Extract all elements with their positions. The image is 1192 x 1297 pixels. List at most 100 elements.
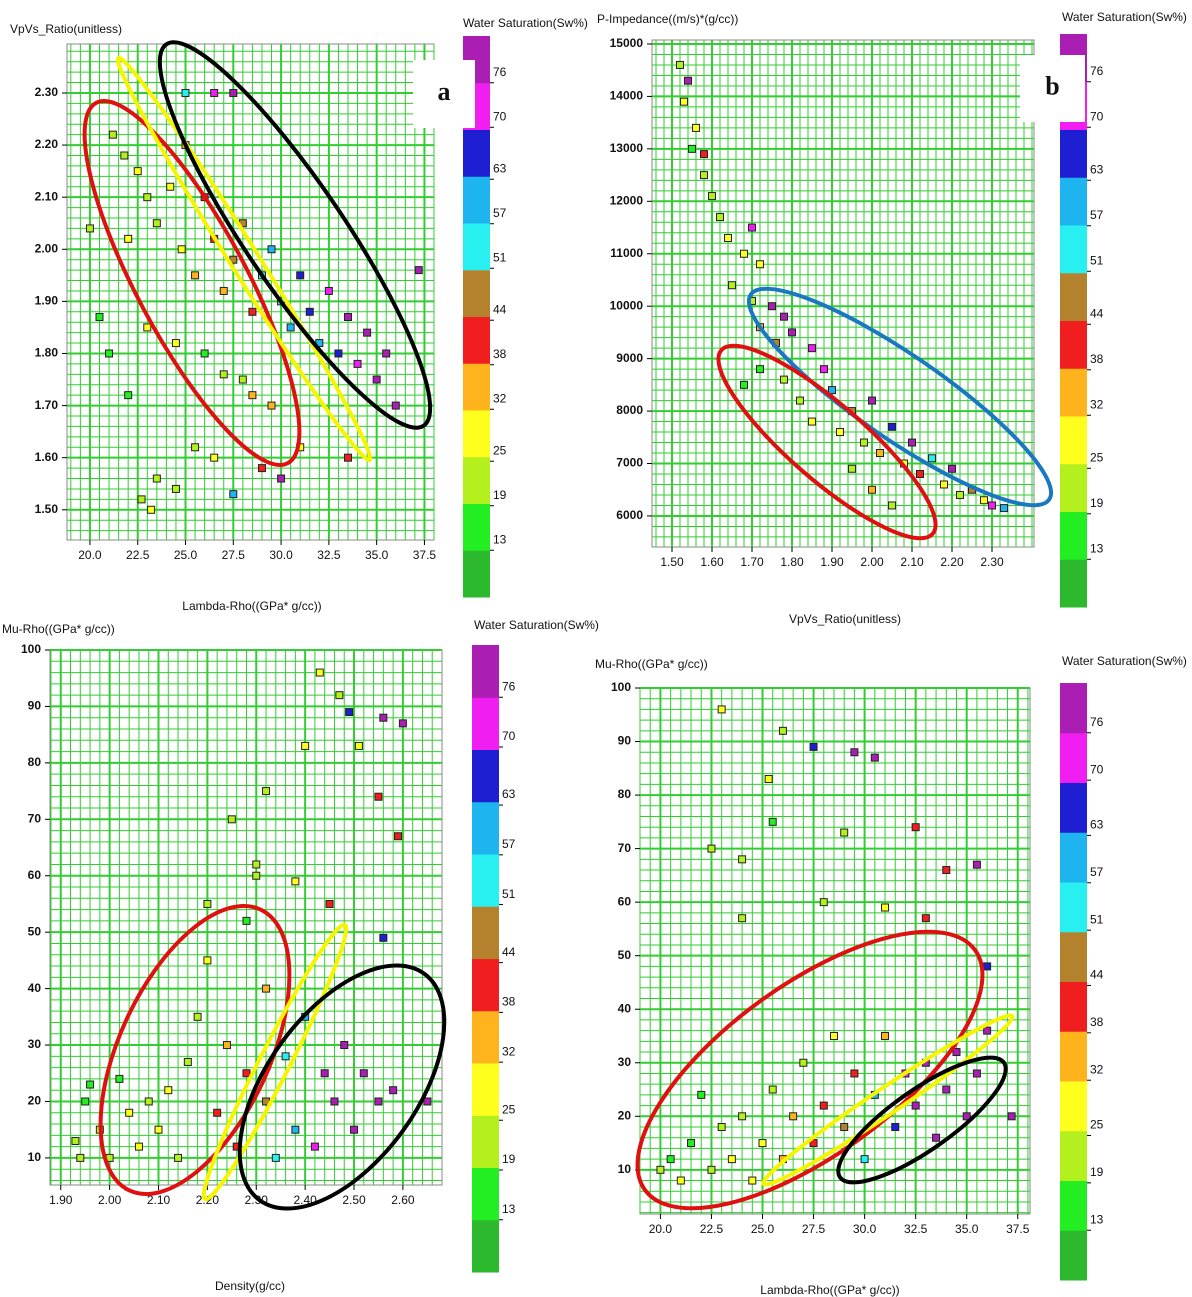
point — [345, 708, 354, 717]
point — [291, 1125, 300, 1134]
point — [203, 899, 212, 908]
point — [183, 1057, 192, 1066]
y-tick-label: 13000 — [610, 141, 644, 155]
colorbar-tick-label: 44 — [1090, 968, 1104, 982]
colorbar-band — [463, 223, 490, 271]
point — [840, 1123, 849, 1132]
x-tick-label: 27.5 — [222, 548, 246, 562]
point — [379, 933, 388, 942]
y-tick-label: 20 — [28, 1094, 42, 1108]
point — [164, 1086, 173, 1095]
point — [764, 775, 773, 784]
point — [143, 193, 152, 202]
colorbar-tick-label: 70 — [493, 109, 507, 123]
point — [281, 1052, 290, 1061]
plot-area — [639, 687, 1031, 1215]
point — [940, 480, 948, 489]
point — [115, 1074, 124, 1083]
point — [700, 171, 708, 180]
point — [697, 1090, 706, 1099]
point — [219, 286, 228, 295]
point — [740, 380, 748, 389]
grid — [652, 40, 1034, 547]
y-tick-label: 10000 — [610, 298, 644, 312]
colorbar-band — [1060, 981, 1087, 1032]
point — [389, 1086, 398, 1095]
y-tick-label: 2.10 — [35, 189, 59, 203]
x-tick-label: 1.50 — [660, 555, 684, 569]
point — [911, 1101, 920, 1110]
point — [780, 312, 788, 321]
y-tick-label: 1.70 — [35, 398, 59, 412]
ellipse — [201, 922, 349, 1202]
point — [203, 956, 212, 965]
colorbar-band — [1060, 1031, 1087, 1082]
point — [374, 792, 383, 801]
y-axis-label: VpVs_Ratio(unitless) — [10, 22, 122, 36]
colorbar-tick-label: 51 — [1090, 912, 1104, 926]
colorbar-band — [463, 316, 490, 364]
point — [262, 984, 271, 993]
point — [372, 375, 381, 384]
colorbar-tick-label: 70 — [1090, 109, 1104, 123]
point — [952, 1048, 961, 1057]
point — [171, 339, 180, 348]
colorbar-title: Water Saturation(Sw%) — [474, 618, 599, 632]
colorbar-tick-label: 76 — [1090, 715, 1104, 729]
point — [850, 1069, 859, 1078]
x-tick-label: 2.10 — [147, 1193, 171, 1207]
point — [210, 453, 219, 462]
colorbar-band — [472, 906, 499, 959]
point — [252, 860, 261, 869]
x-tick-label: 2.60 — [391, 1193, 415, 1207]
colorbar-band — [1060, 782, 1087, 833]
colorbar-tick-label: 13 — [493, 532, 507, 546]
y-tick-label: 100 — [21, 642, 41, 656]
colorbar-title: Water Saturation(Sw%) — [463, 16, 588, 30]
x-tick-label: 2.00 — [860, 555, 884, 569]
y-tick-label: 8000 — [616, 403, 643, 417]
colorbar-band — [1060, 129, 1087, 178]
point — [137, 495, 146, 504]
point — [876, 449, 884, 458]
colorbar-band — [1060, 177, 1087, 226]
colorbar-tick-label: 32 — [1090, 397, 1104, 411]
point — [756, 365, 764, 374]
point — [120, 151, 129, 160]
point — [200, 349, 209, 358]
ellipse — [635, 929, 985, 1211]
point — [423, 1097, 432, 1106]
colorbar-band — [472, 1063, 499, 1116]
point — [748, 1176, 757, 1185]
colorbar-band — [1060, 1130, 1087, 1181]
point — [942, 866, 951, 875]
colorbar-band — [463, 176, 490, 224]
colorbar-tick-label: 44 — [493, 302, 507, 316]
colorbar-band — [1060, 416, 1087, 465]
colorbar-title: Water Saturation(Sw%) — [1062, 654, 1187, 668]
point — [716, 213, 724, 222]
y-tick-label: 11000 — [610, 246, 643, 260]
point — [809, 742, 818, 751]
colorbar-band — [472, 645, 499, 698]
y-tick-label: 70 — [28, 811, 42, 825]
point — [391, 401, 400, 410]
point — [868, 485, 876, 494]
x-tick-label: 1.80 — [780, 555, 804, 569]
point — [324, 286, 333, 295]
point — [71, 1136, 80, 1145]
point — [152, 474, 161, 483]
y-tick-label: 12000 — [610, 193, 644, 207]
x-axis-label: Lambda-Rho((GPa* g/cc)) — [760, 1283, 899, 1297]
point — [310, 1142, 319, 1151]
x-tick-label: 2.00 — [98, 1193, 122, 1207]
point — [305, 307, 314, 316]
y-tick-label: 1.50 — [35, 502, 59, 516]
colorbar-tick-label: 70 — [1090, 762, 1104, 776]
ellipse — [237, 963, 447, 1211]
point — [916, 470, 924, 479]
colorbar-tick-label: 19 — [502, 1152, 516, 1166]
y-axis-label: P-Impedance((m/s)*(g/cc)) — [597, 12, 738, 26]
point — [124, 391, 133, 400]
y-tick-label: 1.80 — [35, 346, 59, 360]
